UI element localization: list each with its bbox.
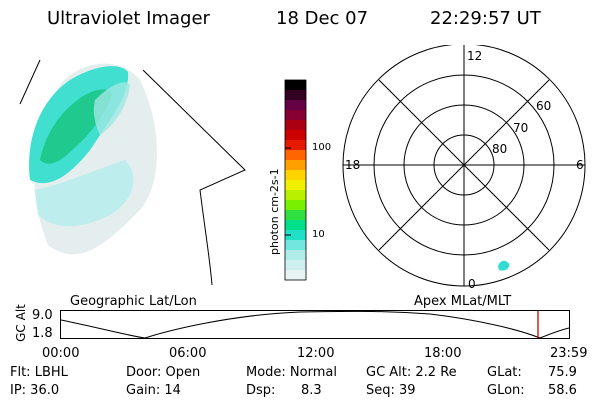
mlat-label-80: 80 [492,142,507,156]
polar-plot: 12 0 18 6 60 70 80 [342,45,586,290]
colorbar-tick-label-100: 100 [312,142,332,153]
colorbar-segment [285,80,306,91]
info-ip: IP: 36.0 [10,383,60,398]
colorbar-segment [285,230,306,241]
mlat-label-60: 60 [536,99,551,113]
mlt-label-6: 6 [576,158,584,172]
info-glon-value: 58.6 [548,383,577,398]
colorbar-segment [285,190,306,201]
info-mode: Mode: Normal [246,365,337,380]
info-gc-alt: GC Alt: 2.2 Re [366,365,457,380]
ephemeris-plot [60,310,570,339]
info-glon-label: GLon: [487,383,525,398]
colorbar-segment [285,240,306,251]
info-door: Door: Open [126,365,201,380]
colorbar-segment [285,200,306,211]
colorbar-segment [285,120,306,131]
info-seq: Seq: 39 [366,383,416,398]
colorbar-segment [285,100,306,111]
date-label: 18 Dec 07 [276,8,369,29]
colorbar: photon cm-2s-1 [268,79,307,281]
altitude-curve [60,310,570,339]
ephemeris-xtick-1200: 12:00 [297,346,335,361]
colorbar-segment [285,270,306,281]
info-glat-value: 75.9 [548,365,577,380]
mlt-label-0: 0 [468,277,476,290]
ephemeris-y-label: GC Alt [14,304,28,342]
colorbar-segment [285,130,306,141]
ephemeris-xtick-0000: 00:00 [42,346,80,361]
colorbar-segment [285,260,306,271]
colorbar-segment [285,110,306,121]
colorbar-segment [285,210,306,221]
limb-outline [142,69,246,286]
mlt-label-18: 18 [345,158,360,172]
colorbar-label: photon cm-2s-1 [268,168,281,255]
info-gain: Gain: 14 [126,383,181,398]
colorbar-segment [285,90,306,101]
ephemeris-ytick-9: 9.0 [32,308,53,323]
ephemeris-left-title: Geographic Lat/Lon [70,294,197,309]
auroral-diffuse-patch [93,82,130,135]
mlat-label-70: 70 [513,121,528,135]
colorbar-segment [285,170,306,181]
colorbar-segment [285,160,306,171]
info-glat-label: GLat: [487,365,522,380]
info-dsp-value: 8.3 [301,383,322,398]
info-dsp-label: Dsp: [246,383,276,398]
colorbar-frame [284,79,307,281]
axis-diagonal-2 [378,79,550,251]
auroral-diffuse-lower [35,160,134,227]
ephemeris-xtick-1800: 18:00 [424,346,462,361]
ephemeris-frame [60,310,570,339]
info-flt: Flt: LBHL [10,365,68,380]
auroral-image [19,59,246,286]
instrument-title: Ultraviolet Imager [47,8,210,29]
mlt-label-12: 12 [467,49,482,63]
ephemeris-ytick-1-8: 1.8 [32,326,53,341]
colorbar-tick-label-10: 10 [312,229,325,240]
ephemeris-right-title: Apex MLat/MLT [414,294,512,309]
limb-line-left [19,59,41,105]
time-label: 22:29:57 UT [430,8,541,29]
ephemeris-xtick-2359: 23:59 [550,346,588,361]
aurora-spot [498,260,510,271]
ephemeris-xtick-0600: 06:00 [169,346,207,361]
colorbar-segment [285,250,306,261]
colorbar-segment [285,220,306,231]
colorbar-segment [285,150,306,161]
colorbar-segment [285,180,306,191]
colorbar-segment [285,140,306,151]
